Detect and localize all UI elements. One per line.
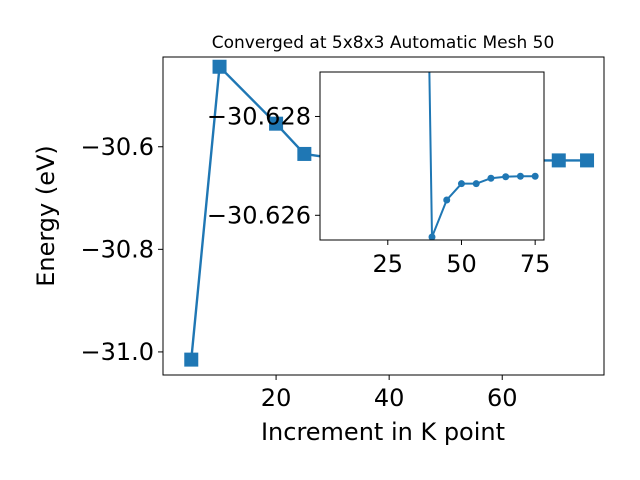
inset-x-tick-label: 25 (373, 250, 404, 278)
inset-data-point (487, 174, 495, 182)
main-data-point (580, 153, 595, 168)
inset-ticks: 25 50 75 −30.628 −30.626 (207, 102, 551, 278)
inset-series-group (428, 72, 539, 240)
inset-plot-frame (319, 71, 545, 241)
main-data-point (297, 146, 312, 161)
main-x-tick-label: 60 (487, 384, 518, 412)
inset-y-tick-label: −30.626 (207, 201, 311, 229)
main-data-point (212, 59, 227, 74)
x-axis-label: Increment in K point (261, 418, 505, 446)
inset-data-point (531, 172, 539, 180)
main-x-tick-label: 20 (261, 384, 292, 412)
inset-plot: 25 50 75 −30.628 −30.626 (207, 71, 551, 278)
main-data-point (269, 116, 284, 131)
inset-data-point (472, 180, 480, 188)
main-y-tick-label: −31.0 (80, 338, 154, 366)
inset-data-point (428, 233, 436, 240)
inset-series (428, 72, 539, 240)
chart-title: Converged at 5x8x3 Automatic Mesh 50 (212, 33, 555, 53)
inset-data-point (516, 172, 524, 180)
inset-data-point (457, 180, 465, 188)
main-x-tick-label: 40 (374, 384, 405, 412)
inset-y-tick-label: −30.628 (207, 102, 311, 130)
inset-data-point (443, 196, 451, 204)
main-y-tick-label: −30.6 (80, 133, 154, 161)
main-data-point (551, 153, 566, 168)
main-plot-frame (162, 56, 605, 376)
inset-x-tick-label: 75 (520, 250, 551, 278)
inset-data-point (502, 173, 510, 181)
main-y-tick-label: −30.8 (80, 235, 154, 263)
main-data-point (184, 352, 199, 367)
y-axis-label: Energy (eV) (32, 145, 60, 287)
inset-x-tick-label: 50 (446, 250, 477, 278)
main-ticks: 20 40 60 −31.0 −30.8 −30.6 (80, 133, 517, 412)
